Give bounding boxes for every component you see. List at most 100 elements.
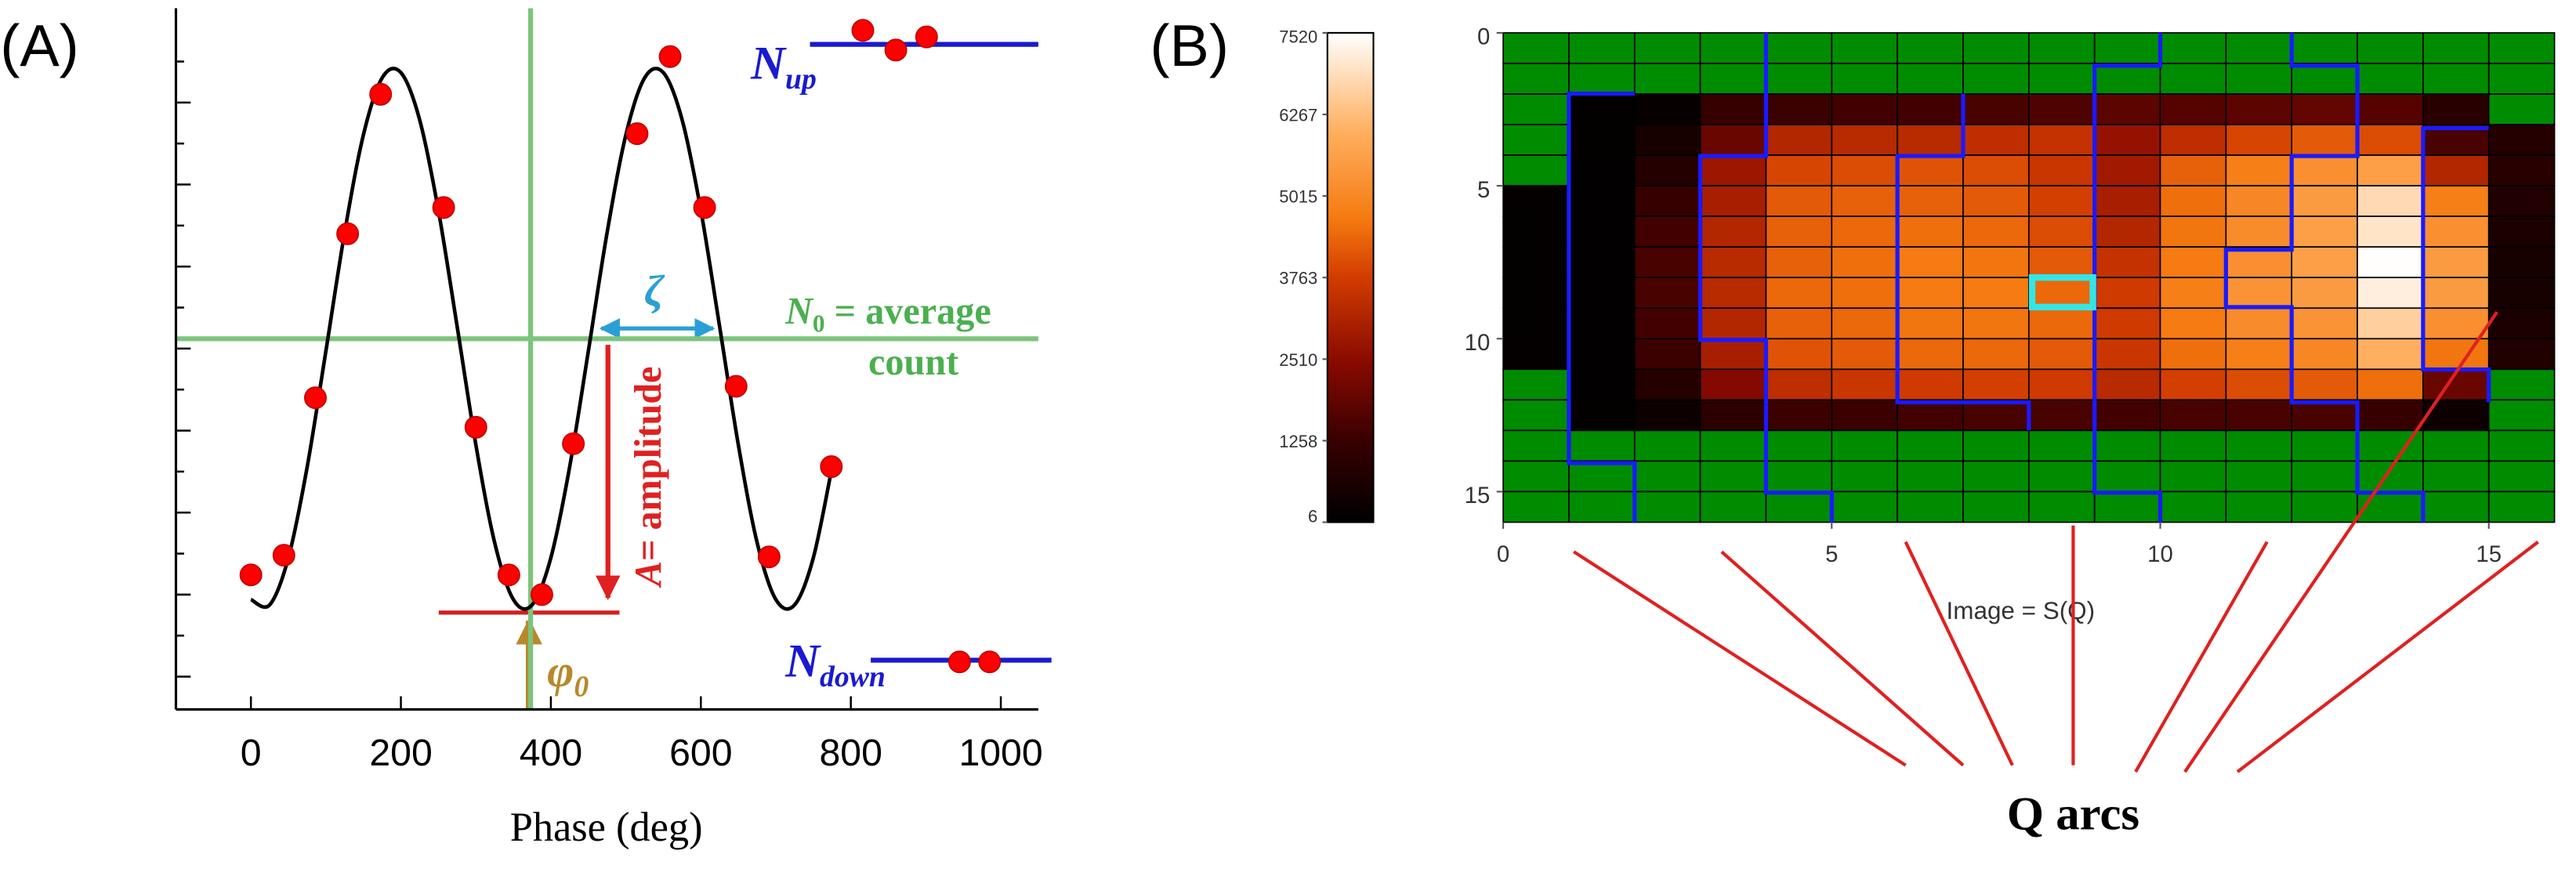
masked-cell	[2291, 429, 2358, 462]
masked-cell	[2422, 32, 2490, 64]
heatmap-cell	[1765, 368, 1833, 401]
masked-cell	[1568, 32, 1636, 64]
masked-cell	[2487, 399, 2556, 432]
masked-cell	[1897, 429, 1964, 462]
masked-cell	[2291, 490, 2358, 523]
panel-label: (A)	[0, 13, 79, 78]
heatmap-cell	[2225, 185, 2293, 217]
masked-cell	[1568, 490, 1636, 523]
data-point	[693, 196, 716, 219]
amplitude-rest: = amplitude	[628, 367, 669, 561]
heatmap-cell	[2159, 124, 2227, 156]
heatmap-cell	[1568, 124, 1636, 156]
masked-cell	[2225, 490, 2293, 523]
selected-pixel	[2028, 274, 2096, 311]
masked-cell	[2093, 32, 2161, 64]
masked-cell	[1502, 63, 1570, 95]
data-point	[303, 386, 327, 410]
heatmap-cell	[2027, 277, 2096, 309]
x-axis-label: Image = S(Q)	[1947, 597, 2096, 624]
masked-cell	[2487, 93, 2556, 125]
heatmap-cell	[1897, 368, 1964, 401]
masked-cell	[2093, 490, 2161, 523]
nup-sub: up	[785, 63, 817, 96]
heatmap-cell	[1831, 215, 1898, 248]
heatmap-cell	[2093, 185, 2161, 217]
heatmap-cell	[2093, 277, 2161, 309]
x-tick-label: 1000	[958, 732, 1042, 774]
x-axis-label: Phase (deg)	[510, 805, 703, 850]
heatmap-cell	[2357, 185, 2424, 217]
x-tick-label: 200	[369, 732, 432, 774]
data-point	[658, 45, 682, 68]
masked-cell	[2487, 490, 2556, 523]
masked-cell	[1897, 490, 1964, 523]
heatmap-cell	[1633, 215, 1701, 248]
heatmap-cell	[2422, 338, 2490, 371]
masked-cell	[1765, 32, 1833, 64]
nup-label: Nup	[750, 38, 817, 96]
heatmap-cell	[1633, 185, 1701, 217]
masked-cell	[1633, 429, 1701, 462]
masked-cell	[2159, 490, 2227, 523]
data-point	[851, 19, 875, 42]
heatmap-cell	[2159, 93, 2227, 125]
masked-cell	[2422, 429, 2490, 462]
heatmap-cell	[2159, 368, 2227, 401]
data-point	[915, 25, 938, 49]
heatmap-cell	[1765, 93, 1833, 125]
heatmap-cell	[2422, 246, 2490, 279]
q-arc-boundary	[2092, 32, 2163, 523]
masked-cell	[1502, 399, 1570, 432]
y-tick-label: 10	[1465, 330, 1491, 356]
heatmap-cell	[1962, 215, 2030, 248]
heatmap-cell	[2487, 277, 2556, 309]
heatmap-cell	[2225, 307, 2293, 340]
masked-cell	[2159, 460, 2227, 493]
data-point	[947, 650, 971, 674]
masked-cell	[2291, 63, 2358, 95]
heatmap-cell	[1765, 154, 1833, 186]
masked-cell	[2027, 32, 2096, 64]
heatmap-cell	[1699, 368, 1767, 401]
masked-cell	[1765, 429, 1833, 462]
heatmap-cell	[1699, 215, 1767, 248]
heatmap-cell	[2291, 307, 2358, 340]
phi0-sub: 0	[574, 671, 589, 704]
masked-cell	[2225, 32, 2293, 64]
heatmap-cell	[2225, 215, 2293, 248]
y-tick-label: 0	[1477, 24, 1490, 50]
heatmap-cell	[1831, 277, 1898, 309]
masked-cell	[2487, 32, 2556, 64]
ndown-label: Ndown	[784, 635, 886, 694]
data-point	[369, 82, 393, 106]
heatmap-cell	[2027, 215, 2096, 248]
x-tick-label: 0	[241, 732, 262, 774]
amplitude-main: A	[628, 561, 669, 588]
data-point	[530, 583, 553, 606]
masked-cell	[2093, 429, 2161, 462]
heatmap-cell	[1699, 124, 1767, 156]
masked-cell	[2357, 460, 2424, 493]
heatmap-cell	[2225, 368, 2293, 401]
masked-cell	[2291, 460, 2358, 493]
masked-cell	[2027, 490, 2096, 523]
data-point	[497, 563, 520, 587]
heatmap-cell	[2291, 246, 2358, 279]
q-arc-boundary	[1697, 32, 1834, 523]
colorbar-tick-label: 6	[1308, 507, 1317, 526]
masked-cell	[1502, 32, 1570, 64]
x-tick-label: 5	[1825, 541, 1838, 567]
heatmap-cell	[2159, 338, 2227, 371]
nup-main: N	[750, 38, 787, 90]
heatmap-cell	[1633, 246, 1701, 279]
heatmap-cell	[1962, 399, 2030, 432]
heatmap-cell	[2291, 185, 2358, 217]
heatmap-cell	[2093, 215, 2161, 248]
heatmap-cell	[1831, 93, 1898, 125]
heatmap-cell	[1502, 215, 1570, 248]
heatmap-cell	[1765, 124, 1833, 156]
masked-cell	[2422, 460, 2490, 493]
masked-cell	[2159, 429, 2227, 462]
heatmap-cell	[1897, 215, 1964, 248]
